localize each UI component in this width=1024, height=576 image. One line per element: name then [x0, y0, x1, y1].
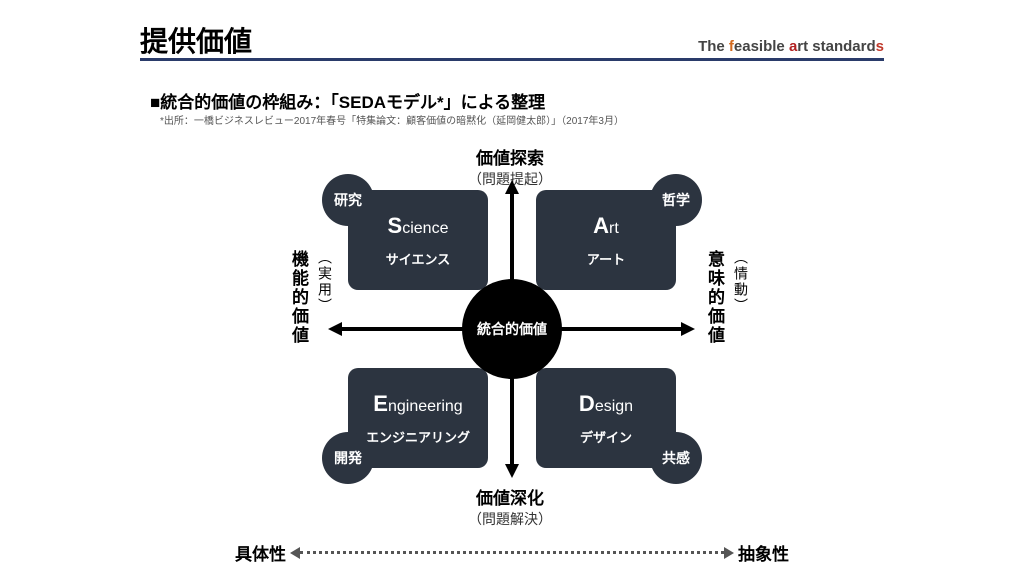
- quadrant-jp: アート: [587, 249, 625, 268]
- quadrant-en-rest: rt: [609, 220, 619, 237]
- badge-develop: 開発: [322, 432, 374, 484]
- axis-top-main: 価値探索: [440, 144, 580, 169]
- footer-dotted-line: [300, 551, 724, 554]
- axis-right-main: 意味的価値: [702, 250, 727, 345]
- quadrant-jp: エンジニアリング: [366, 427, 470, 446]
- triangle-right-icon: [724, 547, 734, 559]
- page-title: 提供価値: [140, 20, 252, 60]
- quadrant-cap: E: [373, 391, 388, 416]
- quadrant-en-rest: cience: [402, 220, 448, 237]
- badge-research: 研究: [322, 174, 374, 226]
- triangle-left-icon: [290, 547, 300, 559]
- badge-empathy: 共感: [650, 432, 702, 484]
- quadrant-en-rest: esign: [595, 398, 633, 415]
- subtitle: ■統合的価値の枠組み：「SEDAモデル*」による整理: [150, 88, 545, 113]
- center-circle: 統合的価値: [462, 279, 562, 379]
- logo-frag: rt standard: [797, 38, 875, 55]
- quadrant-jp: デザイン: [580, 427, 632, 446]
- arrow-down-icon: [505, 378, 519, 478]
- quadrant-en: Science: [388, 213, 449, 239]
- arrow-up-icon: [505, 180, 519, 280]
- axis-bottom-sub: （問題解決）: [440, 509, 580, 529]
- footer-axis: 具体性 抽象性: [235, 540, 789, 565]
- logo-text: The feasible art standards: [698, 38, 884, 55]
- quadrant-cap: S: [388, 213, 403, 238]
- title-rule: [140, 58, 884, 61]
- logo-frag-s: s: [876, 38, 884, 55]
- quadrant-en: Design: [579, 391, 633, 417]
- axis-left-main: 機能的価値: [286, 250, 311, 345]
- footer-left-label: 具体性: [235, 540, 286, 565]
- badge-philosophy: 哲学: [650, 174, 702, 226]
- seda-diagram: 価値探索 （問題提起） 価値深化 （問題解決） 機能的価値 （実用） 意味的価値…: [0, 140, 1024, 550]
- axis-right-sub: （情動）: [731, 250, 751, 345]
- logo-frag: easible: [734, 38, 789, 55]
- quadrant-jp: サイエンス: [386, 249, 451, 268]
- header: 提供価値 The feasible art standards: [140, 20, 884, 60]
- logo-frag: The: [698, 38, 729, 55]
- quadrant-cap: A: [593, 213, 609, 238]
- quadrant-en-rest: ngineering: [388, 398, 463, 415]
- quadrant-en: Engineering: [373, 391, 462, 417]
- source-note: *出所：一橋ビジネスレビュー2017年春号「特集論文：顧客価値の暗黙化（延岡健太…: [160, 112, 624, 127]
- axis-bottom-main: 価値深化: [440, 484, 580, 509]
- quadrant-en: Art: [593, 213, 619, 239]
- arrow-left-icon: [328, 322, 463, 336]
- quadrant-cap: D: [579, 391, 595, 416]
- axis-label-right: 意味的価値 （情動）: [702, 250, 751, 345]
- arrow-right-icon: [560, 322, 695, 336]
- axis-label-bottom: 価値深化 （問題解決）: [440, 484, 580, 529]
- footer-right-label: 抽象性: [738, 540, 789, 565]
